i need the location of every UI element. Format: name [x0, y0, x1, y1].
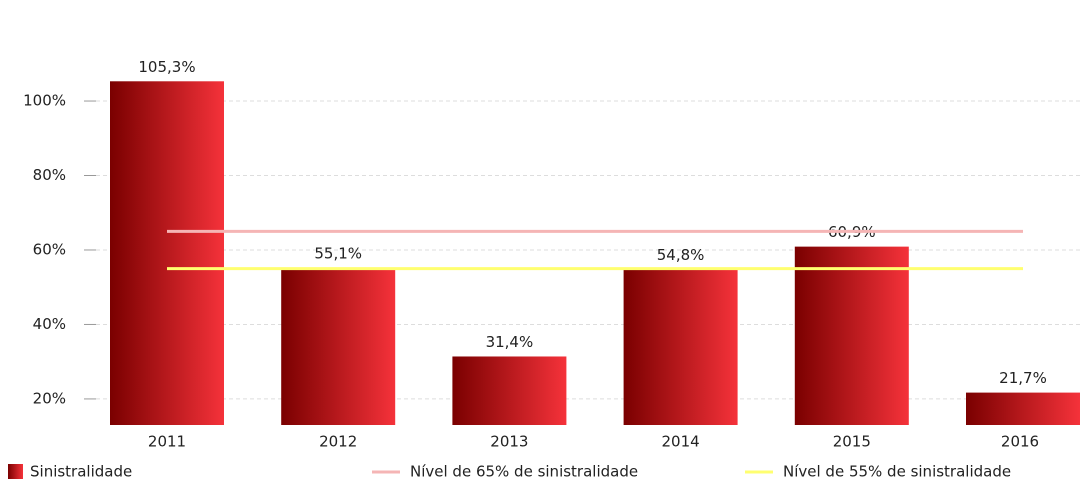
bar — [623, 269, 738, 425]
y-tick-label: 40% — [33, 315, 66, 333]
value-label: 31,4% — [486, 333, 534, 351]
x-tick-label: 2014 — [662, 433, 700, 451]
y-tick-label: 20% — [33, 389, 66, 407]
bar — [452, 356, 567, 425]
legend-label: Sinistralidade — [30, 463, 132, 481]
x-tick-label: 2011 — [148, 433, 186, 451]
bar — [281, 268, 396, 425]
x-tick-label: 2016 — [1001, 433, 1039, 451]
value-label: 55,1% — [314, 245, 362, 263]
value-label: 21,7% — [999, 369, 1047, 387]
bar — [966, 392, 1080, 425]
x-tick-label: 2015 — [833, 433, 871, 451]
y-tick-label: 60% — [33, 240, 66, 258]
bar — [794, 246, 909, 425]
value-label: 105,3% — [138, 58, 195, 76]
legend-label: Nível de 55% de sinistralidade — [783, 463, 1011, 481]
legend-swatch — [8, 464, 23, 479]
y-tick-label: 100% — [23, 92, 66, 110]
x-tick-label: 2013 — [490, 433, 528, 451]
x-tick-label: 2012 — [319, 433, 357, 451]
y-tick-label: 80% — [33, 166, 66, 184]
bar — [110, 81, 224, 425]
legend-label: Nível de 65% de sinistralidade — [410, 463, 638, 481]
value-label: 54,8% — [657, 246, 705, 264]
